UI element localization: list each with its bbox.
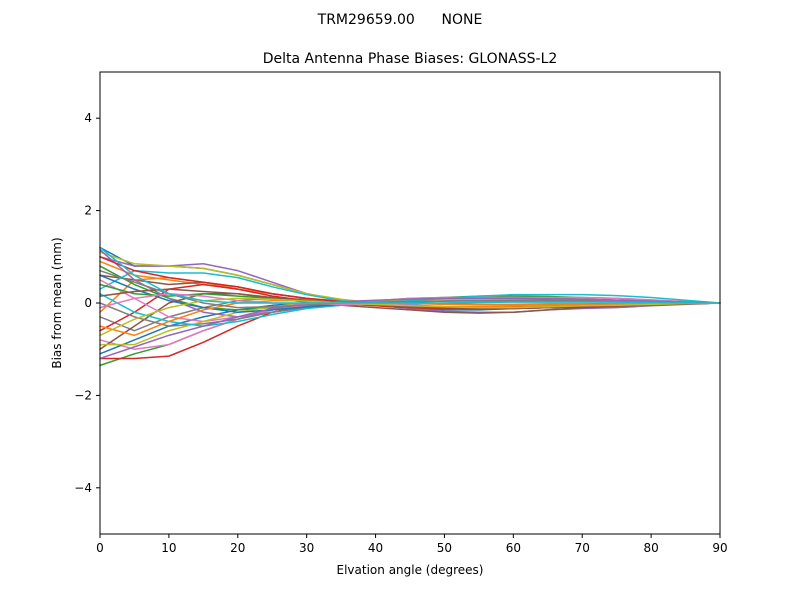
- x-tick-label: 20: [230, 541, 245, 555]
- x-tick-label: 30: [299, 541, 314, 555]
- series-line-30: [99, 246, 721, 304]
- y-tick-label: −2: [74, 388, 92, 402]
- y-axis-label: Bias from mean (mm): [50, 237, 64, 368]
- series-line-5: [99, 256, 721, 313]
- series-line-25: [99, 297, 721, 360]
- x-tick-label: 50: [437, 541, 452, 555]
- y-axis-ticks: −4 −2 0 2 4: [74, 111, 100, 495]
- chart-title: Delta Antenna Phase Biases: GLONASS-L2: [263, 51, 558, 67]
- y-tick-label: 2: [84, 204, 92, 218]
- y-tick-label: 0: [84, 296, 92, 310]
- x-tick-label: 10: [161, 541, 176, 555]
- chart-suptitle: TRM29659.00 NONE: [317, 12, 483, 28]
- x-axis-label: Elvation angle (degrees): [337, 563, 484, 577]
- x-tick-label: 90: [712, 541, 727, 555]
- x-axis-ticks: 0 10 20 30 40 50 60 70 80 90: [96, 534, 728, 555]
- x-tick-label: 40: [368, 541, 383, 555]
- y-tick-label: 4: [84, 111, 92, 125]
- series-group: [99, 246, 721, 367]
- x-tick-label: 70: [575, 541, 590, 555]
- x-tick-label: 0: [96, 541, 104, 555]
- x-tick-label: 80: [643, 541, 658, 555]
- y-tick-label: −4: [74, 481, 92, 495]
- x-tick-label: 60: [506, 541, 521, 555]
